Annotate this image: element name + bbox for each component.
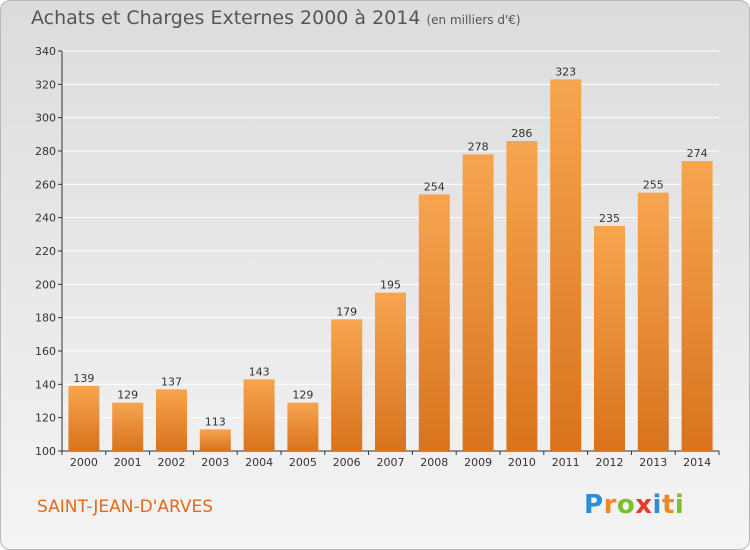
chart-title: Achats et Charges Externes 2000 à 2014 (e… bbox=[31, 7, 521, 29]
logo-letter: i bbox=[674, 490, 685, 520]
x-tick-label: 2000 bbox=[70, 456, 98, 469]
x-tick-label: 2006 bbox=[333, 456, 361, 469]
y-tick-label: 320 bbox=[35, 78, 56, 91]
bar bbox=[112, 402, 144, 451]
value-label: 129 bbox=[292, 389, 313, 402]
x-tick-label: 2002 bbox=[158, 456, 186, 469]
value-label: 274 bbox=[687, 147, 708, 160]
value-label: 195 bbox=[380, 279, 401, 292]
bar bbox=[68, 386, 100, 451]
value-label: 235 bbox=[599, 212, 620, 225]
logo-letter: o bbox=[616, 490, 636, 520]
x-tick-label: 2004 bbox=[245, 456, 273, 469]
x-tick-label: 2003 bbox=[201, 456, 229, 469]
value-label: 113 bbox=[205, 415, 226, 428]
bar bbox=[550, 79, 582, 451]
x-tick-label: 2011 bbox=[552, 456, 580, 469]
bar bbox=[375, 292, 406, 451]
y-tick-label: 300 bbox=[35, 112, 56, 125]
bar bbox=[506, 141, 538, 451]
value-label: 323 bbox=[555, 65, 576, 78]
bar bbox=[243, 379, 275, 451]
bars bbox=[68, 79, 713, 452]
logo-letter: P bbox=[584, 490, 604, 520]
logo-letter: t bbox=[661, 490, 675, 520]
bar bbox=[594, 226, 625, 451]
x-tick-label: 2014 bbox=[683, 456, 711, 469]
value-label: 137 bbox=[161, 375, 182, 388]
y-tick-label: 220 bbox=[35, 245, 56, 258]
bar bbox=[331, 319, 363, 451]
x-tick-label: 2009 bbox=[464, 456, 492, 469]
value-label: 179 bbox=[336, 305, 357, 318]
axes: 100 120 140 160 180 200 220 240 260 280 300 320 340 2… bbox=[35, 45, 720, 469]
value-label: 286 bbox=[511, 127, 532, 140]
commune-name: SAINT-JEAN-D'ARVES bbox=[37, 497, 214, 517]
value-labels: 139 129 137 113 143 129 179 195 254 278 286 323 235 2… bbox=[73, 65, 707, 428]
x-tick-label: 2005 bbox=[289, 456, 317, 469]
value-label: 139 bbox=[73, 372, 94, 385]
bar bbox=[156, 389, 187, 451]
proxiti-logo: Proxiti bbox=[584, 490, 684, 520]
bar bbox=[418, 194, 450, 452]
bar bbox=[637, 192, 669, 451]
y-tick-label: 200 bbox=[35, 278, 56, 291]
bar bbox=[462, 154, 494, 452]
x-tick-label: 2012 bbox=[596, 456, 624, 469]
x-tick-label: 2008 bbox=[420, 456, 448, 469]
value-label: 143 bbox=[249, 365, 270, 378]
y-tick-label: 260 bbox=[35, 178, 56, 191]
y-tick-label: 240 bbox=[35, 212, 56, 225]
value-label: 254 bbox=[424, 180, 445, 193]
title-unit: (en milliers d'€) bbox=[426, 13, 521, 27]
logo-letter: i bbox=[652, 490, 662, 520]
x-tick-label: 2010 bbox=[508, 456, 536, 469]
y-tick-label: 160 bbox=[35, 345, 56, 358]
y-tick-label: 140 bbox=[35, 378, 56, 391]
logo-letter: r bbox=[603, 490, 617, 520]
bar bbox=[681, 161, 713, 451]
x-tick-label: 2007 bbox=[377, 456, 405, 469]
y-tick-label: 180 bbox=[35, 312, 56, 325]
logo-letter: x bbox=[635, 490, 653, 520]
y-tick-label: 120 bbox=[35, 412, 56, 425]
value-label: 255 bbox=[643, 179, 664, 192]
title-text: Achats et Charges Externes 2000 à 2014 bbox=[31, 7, 421, 29]
y-tick-label: 280 bbox=[35, 145, 56, 158]
bar bbox=[287, 402, 319, 451]
value-label: 129 bbox=[117, 389, 138, 402]
bar bbox=[199, 429, 231, 451]
x-tick-label: 2001 bbox=[114, 456, 142, 469]
value-label: 278 bbox=[468, 140, 489, 153]
y-tick-label: 340 bbox=[35, 45, 56, 58]
y-tick-label: 100 bbox=[35, 445, 56, 458]
x-tick-label: 2013 bbox=[639, 456, 667, 469]
